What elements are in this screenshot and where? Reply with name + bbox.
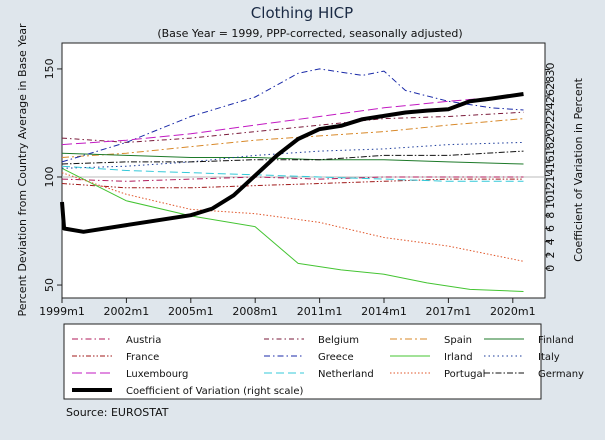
- legend-label: Coefficient of Variation (right scale): [126, 386, 303, 397]
- y2-tick-label: 0: [544, 265, 557, 272]
- y-tick-label: 100: [43, 166, 56, 187]
- series-line-0: [61, 176, 524, 182]
- legend-box: [63, 323, 542, 400]
- series-line-4: [61, 178, 524, 189]
- series-line-2: [61, 118, 524, 158]
- legend-label: Italy: [538, 352, 560, 363]
- chart-title: Clothing HICP: [251, 4, 353, 22]
- legend-label: Austria: [126, 335, 161, 346]
- y2-tick-label: 20: [544, 129, 557, 143]
- y2-tick-label: 4: [544, 238, 557, 245]
- legend-label: Netherland: [318, 369, 374, 380]
- y-tick-label: 150: [43, 58, 56, 79]
- y2-tick-label: 30: [544, 62, 557, 76]
- y2-tick-label: 14: [544, 168, 557, 182]
- axes-group: 1999m1 2002m1 2005m1 2008m1 2011m1 2014m1 2017…: [39, 58, 557, 318]
- legend-label: Portugal: [444, 369, 485, 380]
- y2-tick-label: 8: [544, 212, 557, 219]
- legend-label: Germany: [538, 369, 584, 380]
- y2-tick-label: 24: [544, 102, 557, 116]
- y2-tick-label: 12: [544, 182, 557, 196]
- series-line-9: [61, 165, 524, 182]
- legend-label: Spain: [444, 335, 472, 346]
- source-note: Source: EUROSTAT: [66, 406, 169, 419]
- x-tick-label: 2017m1: [426, 305, 472, 318]
- y2-tick-label: 26: [544, 89, 557, 103]
- x-tick-label: 2014m1: [361, 305, 407, 318]
- x-tick-label: 2011m1: [297, 305, 343, 318]
- y2-tick-label: 2: [544, 251, 557, 258]
- x-tick-label: 2020m1: [490, 305, 536, 318]
- y-tick-label: 50: [43, 278, 56, 292]
- y2-tick-label: 22: [544, 115, 557, 129]
- series-line-10: [61, 172, 524, 262]
- series-line-8: [61, 94, 524, 146]
- y2-tick-label: 6: [544, 225, 557, 232]
- x-tick-label: 2002m1: [104, 305, 150, 318]
- y2-tick-label: 18: [544, 142, 557, 156]
- legend-label: Luxembourg: [126, 369, 188, 380]
- x-tick-label: 2005m1: [168, 305, 214, 318]
- x-tick-label: 2008m1: [232, 305, 278, 318]
- series-line-5: [61, 68, 524, 163]
- series-group: [60, 68, 524, 292]
- series-line-12: [60, 92, 524, 234]
- legend: Austria Belgium Spain Finland France Greece Ir…: [72, 335, 584, 397]
- legend-label: Finland: [538, 335, 574, 346]
- series-line-6: [61, 167, 524, 292]
- y2-tick-label: 28: [544, 76, 557, 90]
- legend-label: Greece: [318, 352, 354, 363]
- x-tick-label: 1999m1: [39, 305, 85, 318]
- plot-area: [61, 42, 546, 299]
- y2-axis-label: Coefficient of Variation in Percent: [572, 77, 585, 261]
- y2-tick-label: 10: [544, 195, 557, 209]
- legend-label: Irland: [444, 352, 473, 363]
- legend-label: Belgium: [318, 335, 359, 346]
- series-line-7: [61, 141, 524, 169]
- legend-label: France: [126, 352, 159, 363]
- y-axis-label: Percent Deviation from Country Average i…: [16, 23, 29, 317]
- y2-tick-label: 16: [544, 155, 557, 169]
- series-line-3: [61, 152, 524, 165]
- series-line-1: [61, 111, 524, 143]
- chart-subtitle: (Base Year = 1999, PPP-corrected, season…: [157, 27, 462, 40]
